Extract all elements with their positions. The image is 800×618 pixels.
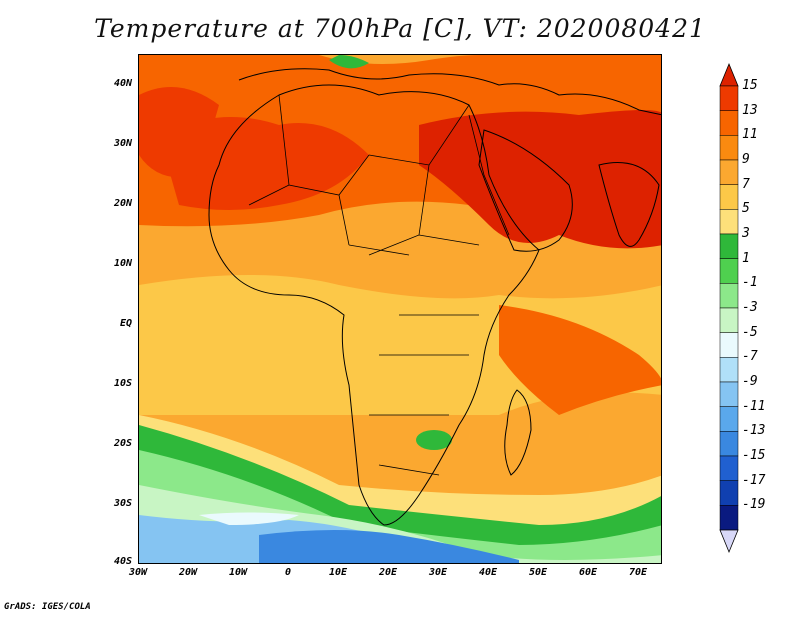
field-botswana-cool bbox=[416, 430, 452, 450]
colorbar-label: -19 bbox=[742, 497, 766, 513]
colorbar-label: -5 bbox=[742, 324, 758, 340]
lon-tick-20w: 20W bbox=[178, 567, 198, 578]
temperature-map bbox=[138, 54, 662, 564]
colorbar-bottom-triangle bbox=[719, 529, 739, 554]
lat-tick-10s: 10S bbox=[113, 378, 132, 389]
colorbar-label: -1 bbox=[742, 275, 758, 291]
lat-tick-40n: 40N bbox=[113, 78, 132, 89]
colorbar-label: 3 bbox=[742, 226, 750, 241]
colorbar bbox=[719, 62, 739, 554]
lon-tick-10e: 10E bbox=[328, 567, 348, 578]
colorbar-label: -15 bbox=[742, 448, 766, 463]
colorbar-label: 1 bbox=[742, 250, 750, 266]
lat-tick-30s: 30S bbox=[113, 498, 132, 509]
lon-tick-70e: 70E bbox=[628, 567, 648, 578]
lat-tick-20n: 20N bbox=[113, 198, 132, 209]
lon-tick-10w: 10W bbox=[228, 567, 248, 578]
lon-tick-60e: 60E bbox=[578, 567, 598, 578]
field-south-deepblue bbox=[259, 530, 519, 563]
colorbar-swatch bbox=[719, 258, 739, 284]
colorbar-swatch bbox=[719, 406, 739, 432]
colorbar-label: -3 bbox=[742, 300, 758, 315]
field-hot-atlantic bbox=[139, 87, 219, 178]
lat-tick-20s: 20S bbox=[113, 438, 132, 449]
colorbar-label: -13 bbox=[742, 423, 766, 439]
colorbar-swatch bbox=[719, 159, 739, 185]
field-green-med bbox=[329, 55, 369, 69]
lon-tick-50e: 50E bbox=[528, 567, 548, 578]
lon-tick-40e: 40E bbox=[478, 567, 498, 578]
colorbar-swatch bbox=[719, 184, 739, 210]
colorbar-swatch bbox=[719, 332, 739, 358]
india-outline bbox=[598, 162, 660, 247]
colorbar-label: -17 bbox=[742, 472, 766, 488]
colorbar-swatch bbox=[719, 381, 739, 407]
colorbar-swatch bbox=[719, 283, 739, 309]
lon-tick-0: 0 bbox=[284, 567, 292, 578]
colorbar-label: -11 bbox=[742, 398, 766, 414]
madagascar-outline bbox=[504, 389, 532, 476]
colorbar-swatch bbox=[719, 135, 739, 161]
colorbar-swatch bbox=[719, 110, 739, 136]
field-indian-warm bbox=[499, 305, 661, 415]
lon-tick-20e: 20E bbox=[378, 567, 398, 578]
colorbar-label: 9 bbox=[742, 152, 750, 167]
colorbar-swatch bbox=[719, 233, 739, 259]
lat-tick-10n: 10N bbox=[113, 258, 132, 269]
lat-tick-30n: 30N bbox=[113, 138, 132, 149]
field-hot-arabia bbox=[419, 110, 661, 249]
colorbar-swatch bbox=[719, 209, 739, 235]
colorbar-label: 15 bbox=[742, 78, 758, 93]
country-borders bbox=[248, 94, 480, 476]
lat-tick-40s: 40S bbox=[113, 556, 132, 567]
colorbar-label: 13 bbox=[742, 102, 758, 118]
colorbar-swatch bbox=[719, 480, 739, 506]
colorbar-swatch bbox=[719, 505, 739, 531]
colorbar-swatch bbox=[719, 307, 739, 333]
colorbar-label: -9 bbox=[742, 374, 758, 389]
africa-coastline bbox=[208, 84, 540, 526]
colorbar-label: 11 bbox=[742, 127, 758, 143]
colorbar-label: 7 bbox=[742, 176, 750, 192]
colorbar-label: 5 bbox=[742, 201, 750, 217]
lat-tick-eq: EQ bbox=[119, 318, 132, 329]
colorbar-swatch bbox=[719, 85, 739, 111]
colorbar-swatch bbox=[719, 455, 739, 481]
field-south-white bbox=[199, 512, 299, 525]
europe-coastline bbox=[238, 68, 661, 116]
colorbar-label: -7 bbox=[742, 349, 758, 365]
map-title: Temperature at 700hPa [C], VT: 202008042… bbox=[94, 14, 706, 43]
lon-tick-30w: 30W bbox=[128, 567, 148, 578]
credit-text: GrADS: IGES/COLA bbox=[4, 602, 91, 612]
colorbar-swatch bbox=[719, 431, 739, 457]
lon-tick-30e: 30E bbox=[428, 567, 448, 578]
colorbar-top-triangle bbox=[719, 62, 739, 87]
red-sea-coast bbox=[468, 114, 510, 236]
temperature-field bbox=[139, 55, 661, 563]
arabia-outline bbox=[478, 129, 573, 252]
colorbar-swatch bbox=[719, 357, 739, 383]
